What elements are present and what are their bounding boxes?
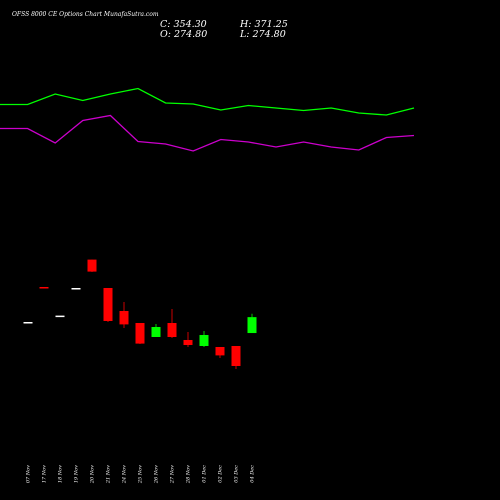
x-tick-label: 26 Nov	[154, 465, 160, 484]
candle-body	[135, 323, 145, 344]
x-axis-labels: 07 Nov 17 Nov 18 Nov 19 Nov 20 Nov 21 Nov 24 N…	[26, 465, 256, 484]
x-tick-label: 24 Nov	[122, 465, 128, 484]
x-tick-label: 04 Dec	[250, 465, 256, 483]
candle-body	[55, 315, 65, 318]
candle-body	[87, 259, 97, 272]
candle-body	[119, 311, 129, 325]
high-readout: H: 371.25	[239, 19, 288, 30]
x-tick-label: 17 Nov	[42, 465, 48, 483]
x-tick-label: 25 Nov	[138, 465, 144, 484]
candle-body	[39, 287, 49, 289]
candle-body	[183, 340, 193, 345]
x-tick-label: 19 Nov	[74, 465, 80, 483]
candle-body	[215, 347, 225, 356]
x-tick-label: 02 Dec	[218, 465, 224, 483]
x-tick-label: 01 Dec	[202, 465, 208, 483]
candle-body	[167, 323, 177, 337]
candle-body	[71, 288, 81, 290]
candle-body	[199, 335, 209, 346]
open-readout: O: 274.80	[160, 29, 207, 40]
low-readout: L: 274.80	[239, 29, 286, 40]
x-tick-label: 28 Nov	[186, 465, 192, 484]
indicator-line	[0, 114, 415, 152]
x-tick-label: 27 Nov	[170, 465, 176, 484]
x-tick-label: 18 Nov	[58, 465, 64, 483]
candle-body	[23, 322, 33, 324]
candle-body	[231, 346, 241, 366]
chart-title: OFSS 8000 CE Options Chart MunafaSutra.c…	[12, 11, 159, 18]
x-tick-label: 21 Nov	[106, 465, 112, 484]
candles	[23, 259, 257, 369]
x-tick-label: 07 Nov	[26, 465, 32, 483]
candle-body	[151, 327, 161, 337]
close-readout: C: 354.30	[160, 19, 207, 30]
candle-body	[247, 317, 257, 334]
x-tick-label: 03 Dec	[234, 465, 240, 483]
indicator-line	[0, 87, 415, 116]
indicator-lines	[0, 87, 415, 152]
x-tick-label: 20 Nov	[90, 465, 96, 484]
candle-body	[103, 288, 113, 321]
